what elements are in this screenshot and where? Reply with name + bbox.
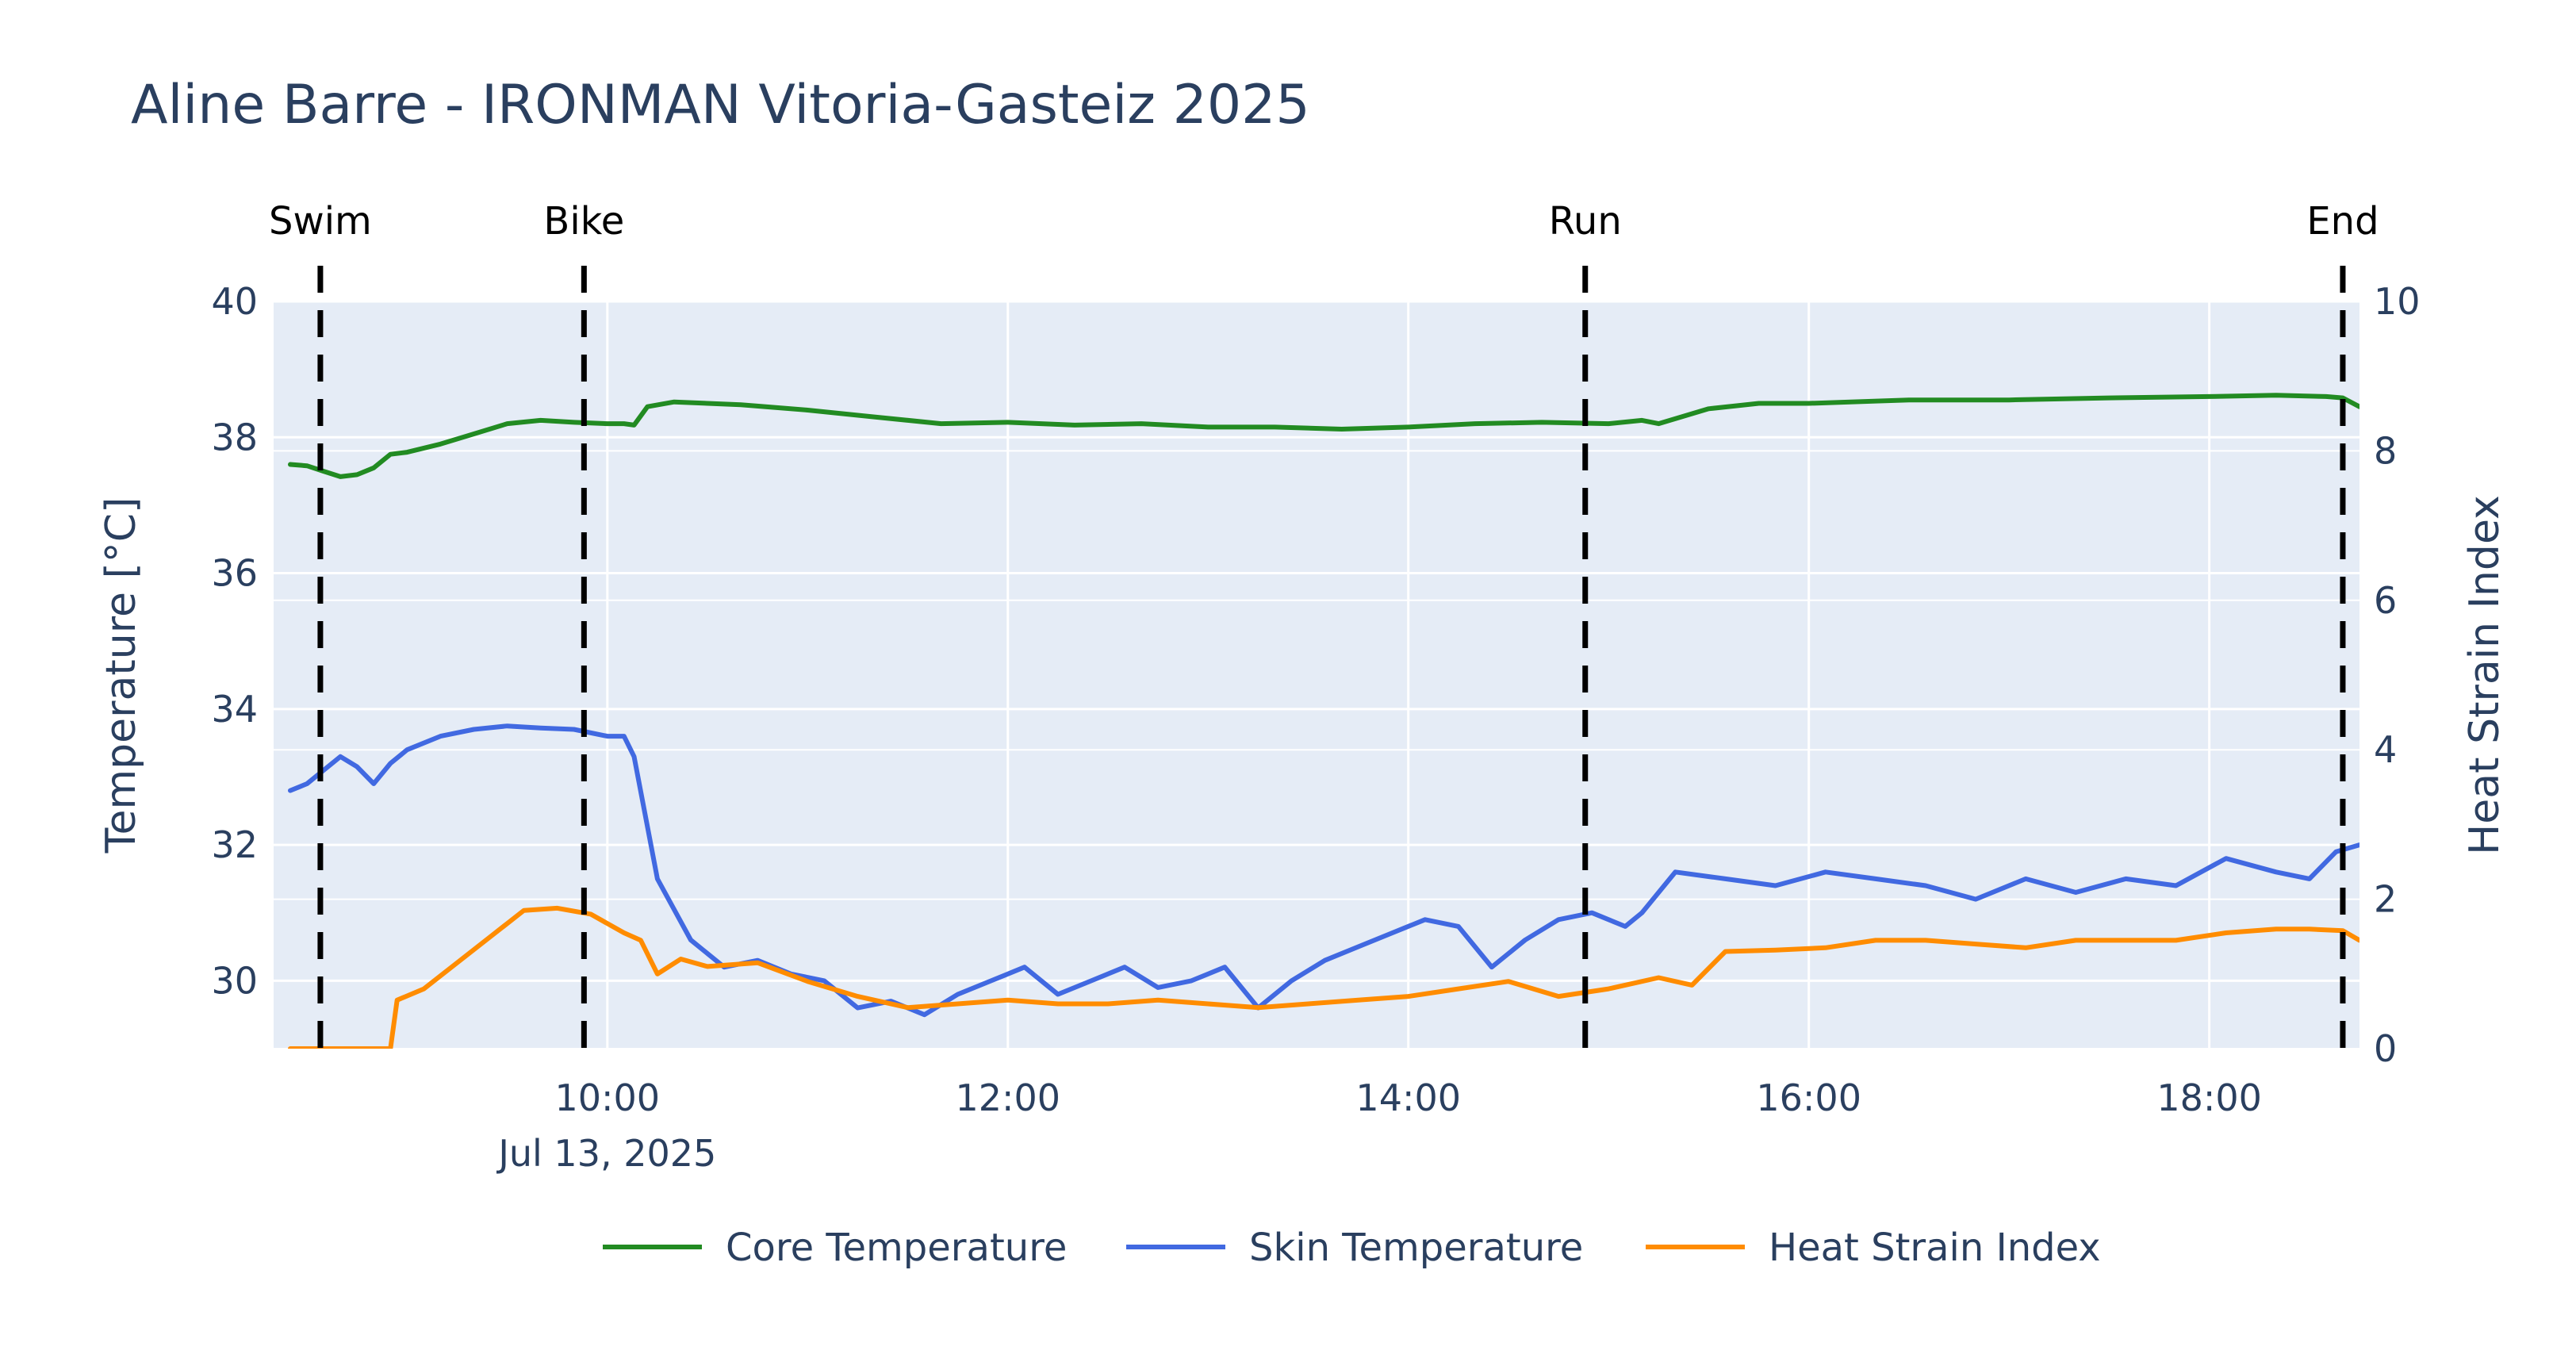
series-line-3 xyxy=(288,905,2359,1049)
x-tick-label: 16:00 xyxy=(1756,1076,1861,1119)
y-tick-label: 36 xyxy=(211,552,258,595)
chart-title: Aline Barre - IRONMAN Vitoria-Gasteiz 20… xyxy=(131,74,1310,136)
y-axis-title: Temperature [°C] xyxy=(98,497,145,854)
event-markers: Swim Bike Run End xyxy=(269,199,2379,1049)
event-label: End xyxy=(2306,199,2379,244)
axes: 10:00 Jul 13, 2025 12:00 14:00 16:00 18:00 30 3… xyxy=(211,280,2420,1175)
series-lines xyxy=(288,393,2359,1049)
series-line-2 xyxy=(288,723,2359,1018)
y-tick-label: 38 xyxy=(211,416,258,458)
x-tick-label: 18:00 xyxy=(2156,1076,2262,1119)
y-tick-label: 30 xyxy=(211,959,258,1002)
y-tick-label: 34 xyxy=(211,688,258,731)
legend-label: Skin Temperature xyxy=(1249,1226,1583,1270)
y2-tick-label: 10 xyxy=(2374,280,2421,323)
event-label: Swim xyxy=(269,199,372,244)
y2-tick-label: 2 xyxy=(2374,878,2397,921)
y2-tick-label: 4 xyxy=(2374,728,2397,771)
x-tick-label: 14:00 xyxy=(1355,1076,1461,1119)
event-label: Run xyxy=(1549,199,1622,244)
y2-tick-label: 0 xyxy=(2374,1027,2397,1070)
y2-tick-label: 6 xyxy=(2374,579,2397,622)
y2-axis-title: Heat Strain Index xyxy=(2461,495,2509,855)
series-line-1 xyxy=(288,393,2359,479)
y-tick-label: 32 xyxy=(211,823,258,866)
legend-label: Core Temperature xyxy=(726,1226,1067,1270)
x-tick-label: 12:00 xyxy=(955,1076,1060,1119)
x-tick-label: 10:00 xyxy=(555,1076,661,1119)
y2-tick-label: 8 xyxy=(2374,429,2397,472)
legend-label: Heat Strain Index xyxy=(1769,1226,2101,1270)
x-tick-sublabel: Jul 13, 2025 xyxy=(496,1132,716,1175)
legend: Core Temperature Skin Temperature Heat Str… xyxy=(603,1226,2101,1270)
y-tick-label: 40 xyxy=(211,280,258,323)
event-label: Bike xyxy=(543,199,624,244)
